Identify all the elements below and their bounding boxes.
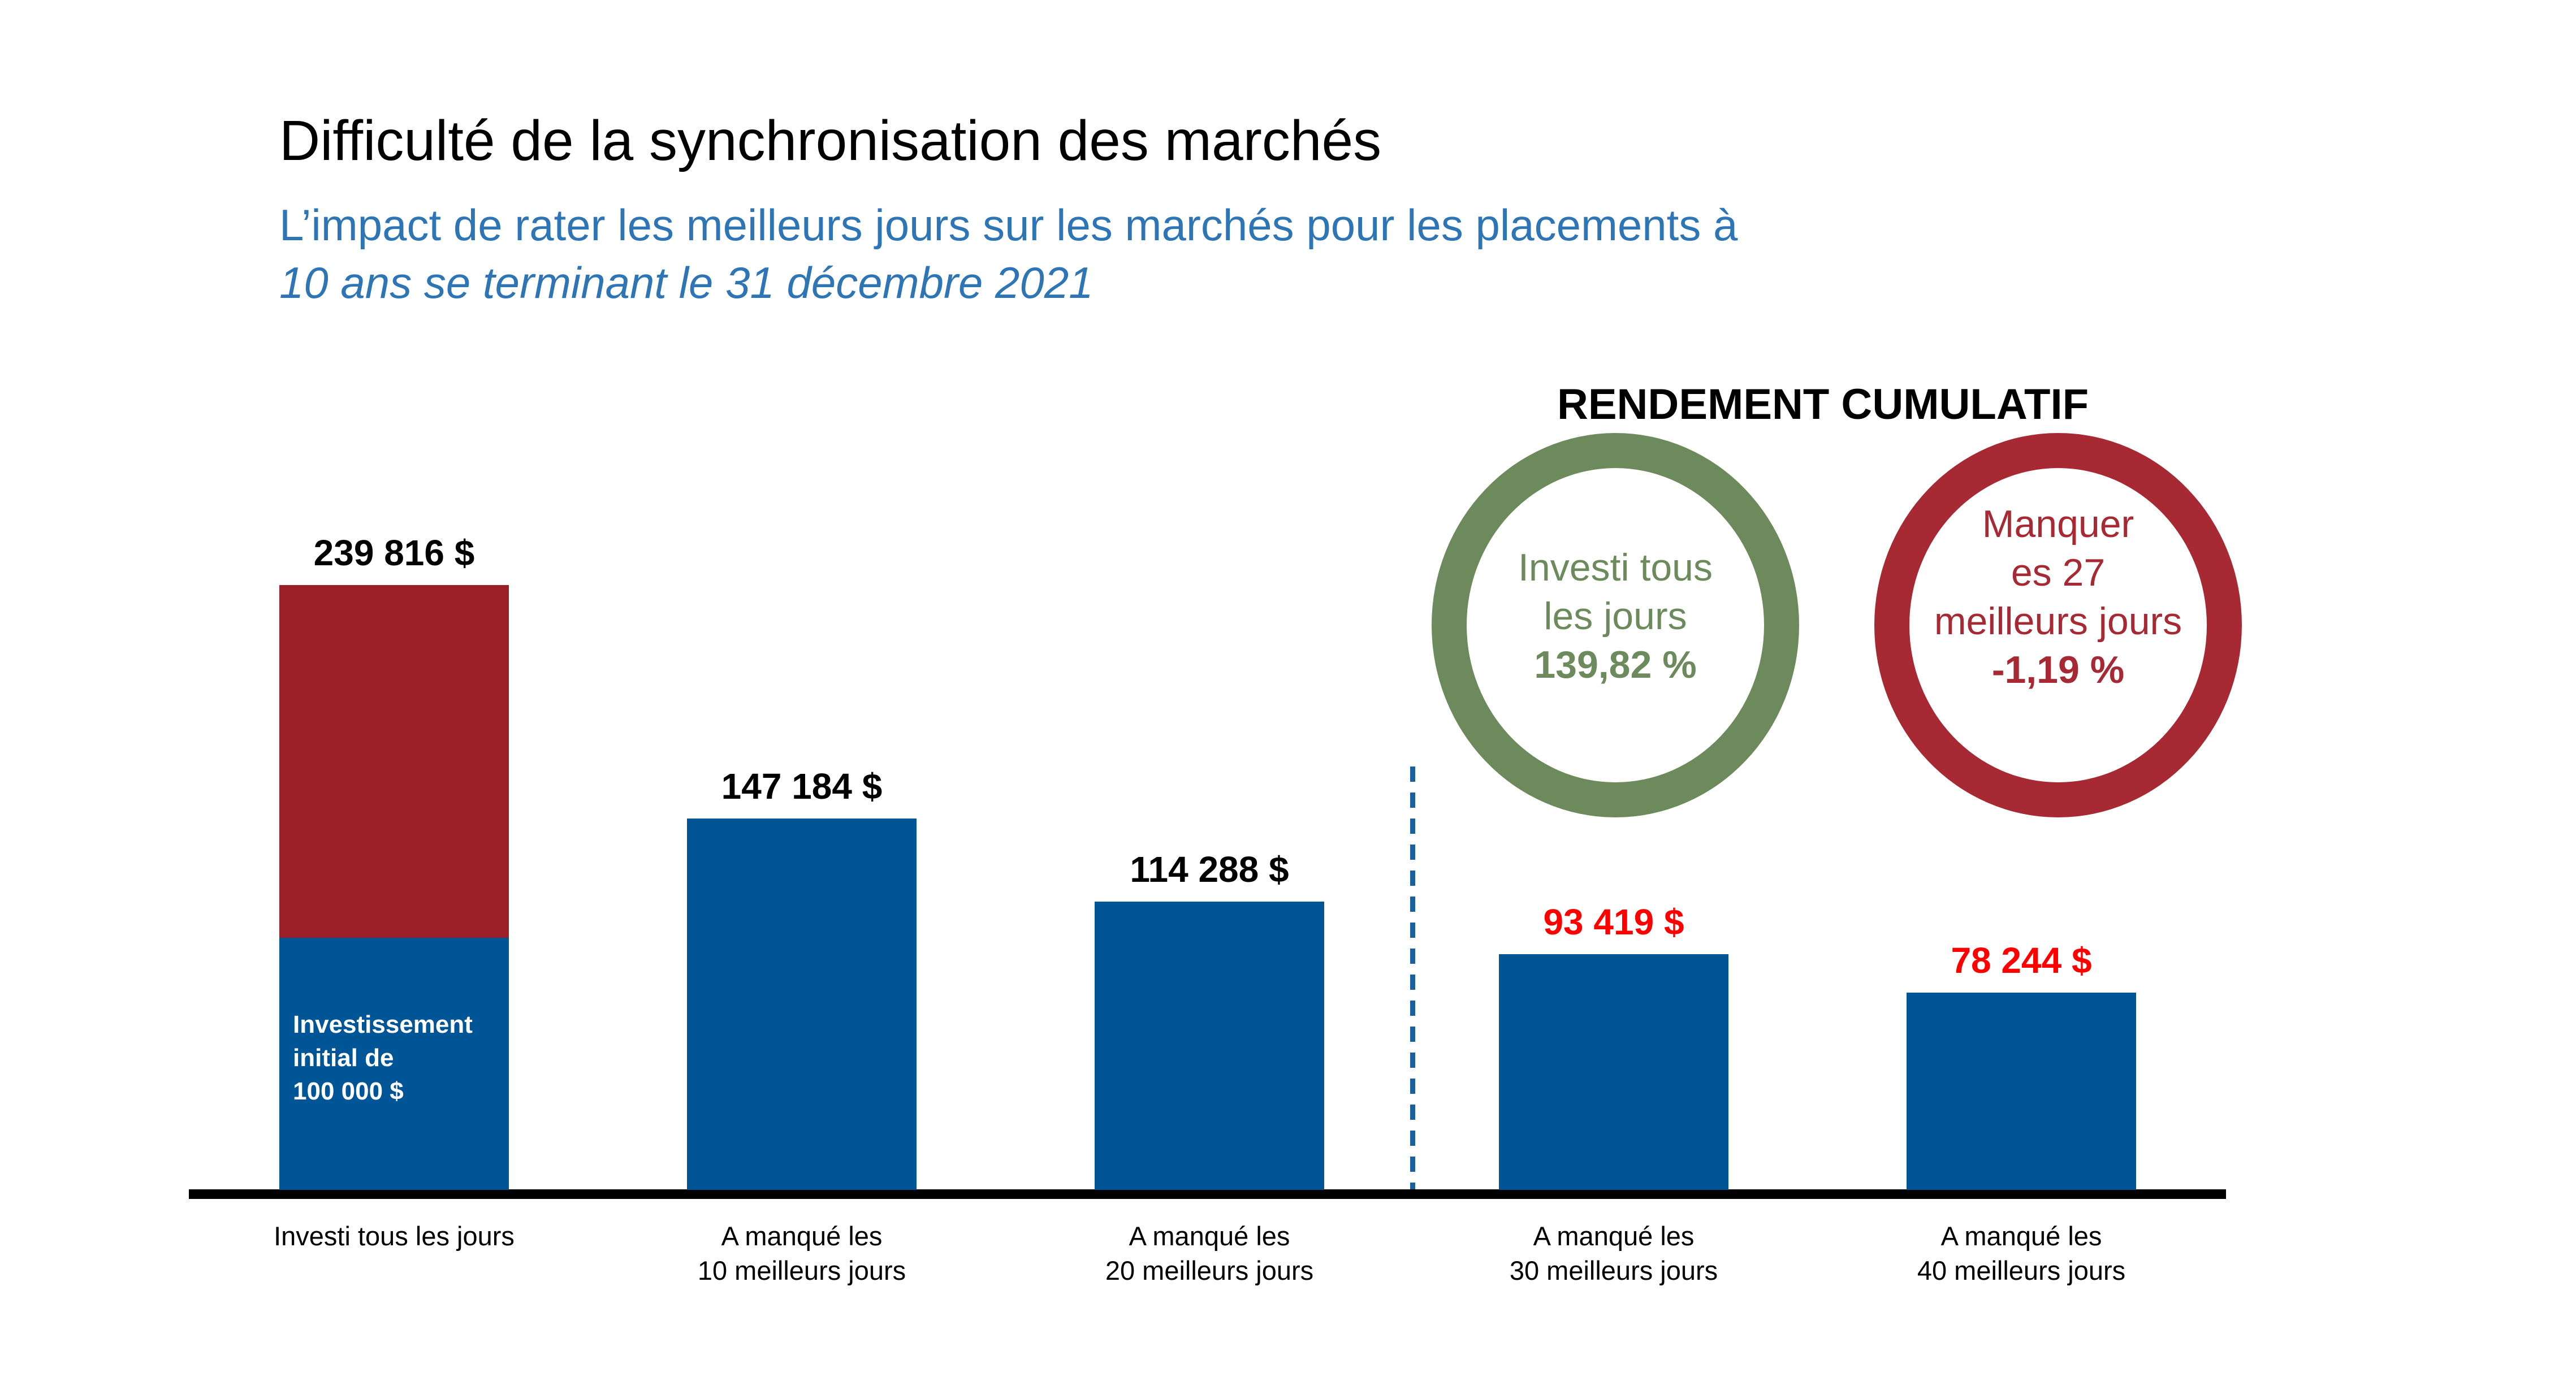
bar-initial-investment-segment: Investissement initial de 100 000 $: [279, 938, 509, 1190]
badge-line: meilleurs jours: [1934, 600, 2182, 643]
bar: Investissement initial de 100 000 $: [279, 585, 509, 1190]
bar: [687, 819, 917, 1190]
bar: [1907, 993, 2136, 1190]
bar: [1499, 954, 1728, 1190]
x-label-line: Investi tous les jours: [274, 1221, 515, 1251]
badge-line: Manquer: [1982, 503, 2134, 545]
note-line: 100 000 $: [293, 1077, 404, 1105]
x-label-invested-every-day: Investi tous les jours: [196, 1219, 592, 1253]
x-label-line: A manqué les: [1533, 1221, 1695, 1251]
missed-best-days-badge-text: Manquer es 27 meilleurs jours -1,19 %: [1934, 500, 2182, 694]
bar-group-invested-every-day: 239 816 $ Investissement initial de 100 …: [279, 532, 509, 1190]
x-label-line: A manqué les: [1940, 1221, 2102, 1251]
bar-value-label: 147 184 $: [721, 766, 883, 807]
x-label-line: 40 meilleurs jours: [1917, 1255, 2126, 1285]
bar-value-label: 114 288 $: [1130, 849, 1289, 890]
subtitle-line-1: L’impact de rater les meilleurs jours su…: [279, 200, 1738, 250]
x-label-missed-20: A manqué les 20 meilleurs jours: [1012, 1219, 1407, 1288]
bar-value-label: 239 816 $: [313, 532, 475, 573]
bar: [1095, 902, 1324, 1190]
x-label-line: 10 meilleurs jours: [697, 1255, 906, 1285]
x-axis-line: [189, 1189, 2226, 1199]
dashed-divider-line: [1410, 767, 1415, 1189]
x-label-missed-30: A manqué les 30 meilleurs jours: [1416, 1219, 1812, 1288]
badge-line: es 27: [2011, 551, 2106, 594]
bar-value-label: 78 244 $: [1951, 940, 2092, 981]
bar-group-missed-10: 147 184 $: [687, 765, 917, 1190]
subtitle-line-2: 10 ans se terminant le 31 décembre 2021: [279, 258, 1093, 308]
bar-growth-segment: [279, 585, 509, 938]
badge-value: -1,19 %: [1991, 648, 2125, 691]
note-line: Investissement: [293, 1011, 473, 1038]
page-title: Difficulté de la synchronisation des mar…: [279, 109, 1382, 172]
bar-group-missed-30: 93 419 $: [1499, 901, 1728, 1190]
bar-group-missed-40: 78 244 $: [1907, 939, 2136, 1190]
cumulative-return-heading: RENDEMENT CUMULATIF: [1557, 380, 2089, 428]
badge-line: les jours: [1544, 595, 1687, 638]
badge-line: Investi tous: [1518, 546, 1713, 589]
initial-investment-note: Investissement initial de 100 000 $: [293, 1008, 509, 1108]
x-label-line: A manqué les: [721, 1221, 883, 1251]
invested-every-day-badge: Investi tous les jours 139,82 %: [1432, 433, 1799, 817]
bar-group-missed-20: 114 288 $: [1095, 848, 1324, 1190]
x-label-line: A manqué les: [1129, 1221, 1290, 1251]
invested-every-day-badge-text: Investi tous les jours 139,82 %: [1518, 543, 1713, 689]
badge-value: 139,82 %: [1534, 643, 1697, 686]
x-label-missed-10: A manqué les 10 meilleurs jours: [604, 1219, 1000, 1288]
bar-value-label: 93 419 $: [1543, 902, 1684, 942]
missed-best-days-badge: Manquer es 27 meilleurs jours -1,19 %: [1874, 433, 2242, 817]
x-label-line: 30 meilleurs jours: [1509, 1255, 1718, 1285]
x-label-line: 20 meilleurs jours: [1105, 1255, 1314, 1285]
note-line: initial de: [293, 1044, 394, 1072]
x-label-missed-40: A manqué les 40 meilleurs jours: [1823, 1219, 2219, 1288]
